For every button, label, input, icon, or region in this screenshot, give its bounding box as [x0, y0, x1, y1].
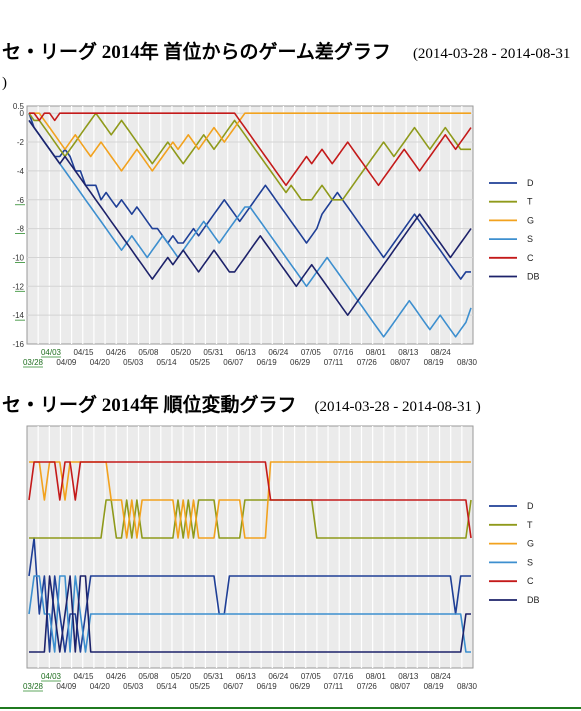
- rank-chart-date-range: (2014-03-28 - 2014-08-31 ): [314, 399, 481, 415]
- x-tick-label: 05/25: [190, 358, 211, 367]
- x-tick-label: 04/26: [106, 348, 127, 357]
- x-tick-label: 07/05: [301, 348, 322, 357]
- x-tick-label: 07/16: [333, 672, 354, 681]
- x-tick-label: 08/13: [398, 348, 419, 357]
- x-tick-label: 08/19: [424, 682, 445, 691]
- y-tick-label: -8: [17, 225, 25, 234]
- legend-label-d: D: [527, 501, 534, 511]
- rank-chart-title-main: セ・リーグ 2014年 順位変動グラフ: [2, 395, 297, 416]
- x-tick-label: 05/08: [138, 672, 159, 681]
- x-tick-label: 06/13: [236, 348, 257, 357]
- x-tick-label: 04/03: [41, 348, 62, 357]
- y-tick-label: -2: [17, 138, 25, 147]
- y-tick-label: -14: [12, 311, 24, 320]
- series-line-t: [28, 112, 471, 201]
- x-tick-label: 06/13: [236, 672, 257, 681]
- x-tick-label: 04/15: [73, 672, 94, 681]
- x-tick-label: 07/26: [357, 682, 378, 691]
- x-tick-label: 04/09: [56, 682, 77, 691]
- x-tick-label: 05/14: [157, 682, 178, 691]
- x-tick-label: 05/03: [123, 358, 144, 367]
- x-tick-label: 06/24: [268, 672, 289, 681]
- x-tick-label: 05/31: [203, 672, 224, 681]
- legend-label-g: G: [527, 539, 534, 549]
- x-tick-label: 06/29: [290, 358, 311, 367]
- y-tick-label: -4: [17, 167, 25, 176]
- x-tick-label: 07/11: [324, 358, 344, 367]
- x-tick-label: 08/07: [390, 682, 411, 691]
- y-tick-label: -16: [12, 340, 24, 349]
- x-tick-label: 07/05: [301, 672, 322, 681]
- x-tick-label: 08/24: [431, 672, 452, 681]
- x-tick-label: 05/03: [123, 682, 144, 691]
- rank-chart-title: セ・リーグ 2014年 順位変動グラフ (2014-03-28 - 2014-08…: [2, 390, 577, 417]
- x-tick-label: 08/30: [457, 682, 478, 691]
- rank-chart: 04/03 04/15 04/26 05/08 05/20 05/31 06/13 06/24…: [23, 425, 540, 692]
- x-tick-label: 08/24: [431, 348, 452, 357]
- x-tick-label: 03/28: [23, 682, 44, 691]
- x-tick-label: 03/28: [23, 358, 44, 367]
- x-tick-label: 06/19: [257, 358, 278, 367]
- x-tick-label: 05/20: [171, 348, 192, 357]
- footer-divider: [0, 707, 581, 709]
- x-tick-label: 08/07: [390, 358, 411, 367]
- legend-label-db: DB: [527, 272, 540, 282]
- gamesback-chart-date-range: (2014-03-28 - 2014-08-31 ): [2, 46, 571, 92]
- x-tick-label: 05/31: [203, 348, 224, 357]
- legend-label-c: C: [527, 576, 534, 586]
- x-tick-label: 06/24: [268, 348, 289, 357]
- x-tick-label: 06/19: [257, 682, 278, 691]
- x-tick-label: 04/15: [73, 348, 94, 357]
- gamesback-chart-title-main: セ・リーグ 2014年 首位からのゲーム差グラフ: [2, 42, 391, 63]
- series-line-db: [29, 575, 471, 653]
- y-tick-label: 0: [20, 109, 25, 118]
- legend-label-t: T: [527, 197, 533, 207]
- legend-label-t: T: [527, 520, 533, 530]
- series-line-s: [28, 119, 472, 338]
- x-tick-label: 07/11: [324, 682, 344, 691]
- legend-label-db: DB: [527, 595, 540, 605]
- x-tick-label: 08/13: [398, 672, 419, 681]
- legend-label-g: G: [527, 215, 534, 225]
- legend-label-s: S: [527, 557, 533, 567]
- series-line-c: [28, 461, 472, 539]
- x-tick-label: 06/07: [223, 358, 244, 367]
- series-line-t: [29, 499, 472, 539]
- x-tick-label: 04/20: [90, 682, 111, 691]
- y-tick-label: 0.5: [13, 102, 25, 111]
- series-line-c: [29, 112, 472, 187]
- y-tick-label: -12: [12, 282, 24, 291]
- x-tick-label: 08/01: [366, 348, 387, 357]
- legend-label-c: C: [527, 253, 534, 263]
- x-tick-label: 07/26: [357, 358, 378, 367]
- series-line-s: [28, 575, 471, 653]
- gamesback-chart-title: セ・リーグ 2014年 首位からのゲーム差グラフ (2014-03-28 - 20…: [2, 38, 577, 97]
- x-tick-label: 04/03: [41, 672, 62, 681]
- x-tick-label: 07/16: [333, 348, 354, 357]
- x-tick-label: 05/14: [157, 358, 178, 367]
- y-tick-label: -6: [17, 196, 25, 205]
- legend-label-s: S: [527, 234, 533, 244]
- series-line-g: [29, 112, 471, 172]
- x-tick-label: 08/19: [424, 358, 445, 367]
- x-tick-label: 06/07: [223, 682, 244, 691]
- x-tick-label: 04/26: [106, 672, 127, 681]
- x-tick-label: 04/09: [56, 358, 77, 367]
- legend-label-d: D: [527, 178, 534, 188]
- x-tick-label: 05/08: [138, 348, 159, 357]
- x-tick-label: 08/30: [457, 358, 478, 367]
- x-tick-label: 04/20: [90, 358, 111, 367]
- x-tick-label: 05/20: [171, 672, 192, 681]
- x-tick-label: 06/29: [290, 682, 311, 691]
- series-line-db: [28, 119, 472, 316]
- x-tick-label: 05/25: [190, 682, 211, 691]
- series-line-d: [28, 537, 471, 653]
- y-tick-label: -10: [12, 253, 24, 262]
- x-tick-label: 08/01: [366, 672, 387, 681]
